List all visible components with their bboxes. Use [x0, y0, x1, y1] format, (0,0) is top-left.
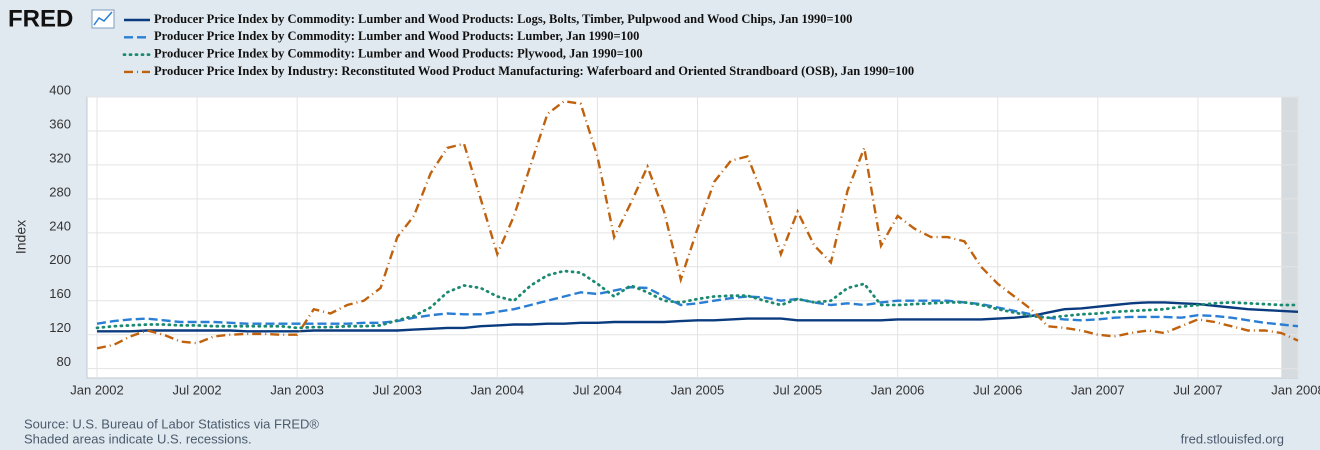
legend-label: Producer Price Index by Commodity: Lumbe… [154, 46, 643, 60]
x-tick-label: Jan 2006 [871, 382, 925, 397]
x-tick-label: Jul 2004 [573, 382, 622, 397]
x-tick-label: Jul 2006 [973, 382, 1022, 397]
y-tick-label: 360 [49, 116, 71, 131]
x-tick-label: Jul 2003 [373, 382, 422, 397]
x-tick-label: Jul 2007 [1173, 382, 1222, 397]
source: Source: U.S. Bureau of Labor Statistics … [24, 416, 319, 431]
x-tick-label: Jan 2007 [1071, 382, 1125, 397]
y-tick-label: 240 [49, 218, 71, 233]
y-tick-label: 280 [49, 184, 71, 199]
series-line [97, 301, 1299, 333]
url: fred.stlouisfed.org [1181, 431, 1284, 446]
y-tick-label: 160 [49, 286, 71, 301]
y-tick-label: 320 [49, 150, 71, 165]
x-tick-label: Jan 2005 [671, 382, 725, 397]
plot-area [86, 96, 1299, 379]
x-tick-label: Jan 2003 [270, 382, 324, 397]
series-line [95, 269, 1300, 330]
y-tick-label: 80 [57, 354, 71, 369]
legend-label: Producer Price Index by Commodity: Lumbe… [154, 29, 639, 43]
x-tick-label: Jul 2002 [173, 382, 222, 397]
logo: FRED [8, 5, 73, 32]
note: Shaded areas indicate U.S. recessions. [24, 431, 252, 446]
x-tick-label: Jan 2002 [70, 382, 124, 397]
legend-label: Producer Price Index by Commodity: Lumbe… [154, 12, 852, 26]
y-tick-label: 120 [49, 320, 71, 335]
y-tick-label: 200 [49, 252, 71, 267]
x-tick-label: Jan 2008 [1271, 382, 1320, 397]
logo-icon [91, 9, 115, 29]
legend-label: Producer Price Index by Industry: Recons… [154, 64, 914, 78]
series-line [96, 285, 1299, 328]
y-tick-label: 400 [49, 82, 71, 97]
x-tick-label: Jan 2004 [471, 382, 525, 397]
x-tick-label: Jul 2005 [773, 382, 822, 397]
y-axis-label: Index [13, 220, 29, 254]
recession-band [1281, 97, 1298, 378]
series-line [96, 99, 1299, 350]
